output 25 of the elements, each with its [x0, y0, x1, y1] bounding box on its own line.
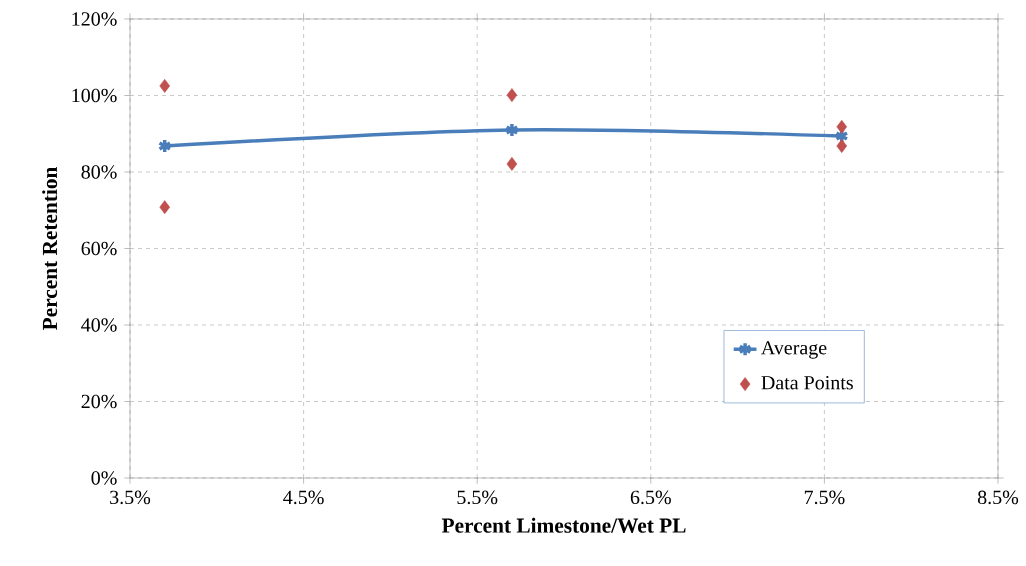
y-tick-label: 100%	[72, 88, 117, 103]
y-tick-label: 80%	[81, 165, 117, 179]
y-axis-title: Percent Retention	[42, 166, 58, 330]
y-tick-label: 20%	[81, 394, 117, 409]
y-tick-label: 0%	[91, 471, 117, 485]
point	[157, 138, 172, 154]
point	[836, 139, 848, 153]
x-tick-label: 6.5%	[630, 490, 671, 505]
point	[159, 78, 170, 93]
x-tick-label: 8.5%	[977, 490, 1019, 505]
point	[506, 157, 518, 171]
point	[836, 119, 848, 134]
x-tick-label: 7.5%	[804, 490, 845, 505]
y-tick-label: 120%	[72, 12, 117, 26]
y-tick-label: 60%	[81, 241, 117, 256]
point	[506, 88, 518, 103]
x-axis-title: Percent Limestone/Wet PL	[441, 517, 686, 533]
x-tick-label: 4.5%	[283, 490, 324, 505]
x-tick-label: 5.5%	[457, 490, 498, 505]
x-tick-label: 3.5%	[110, 490, 151, 505]
point	[504, 122, 519, 138]
legend-label: Average	[761, 341, 827, 359]
y-tick-label: 40%	[81, 318, 117, 332]
point	[159, 200, 170, 215]
legend-label: Data Points	[761, 376, 853, 390]
